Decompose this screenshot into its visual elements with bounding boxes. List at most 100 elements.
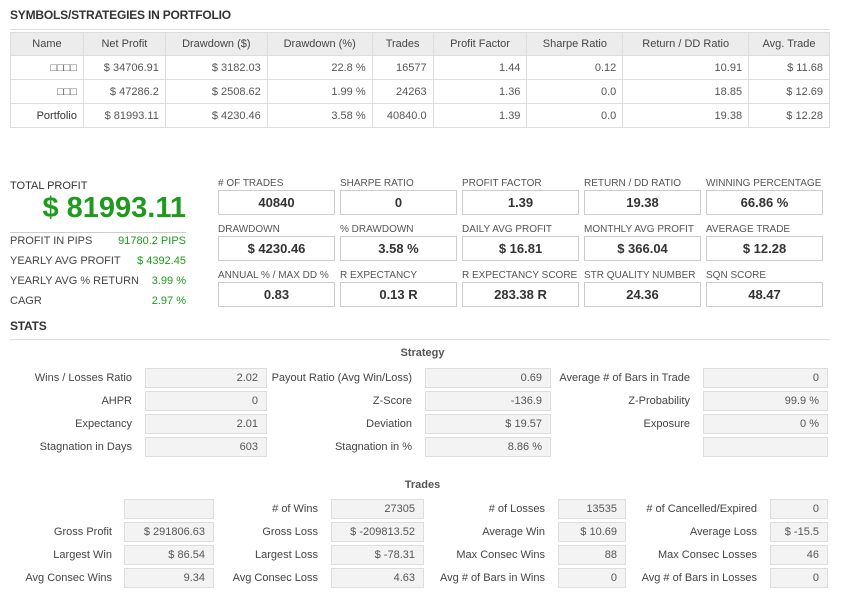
portfolio-title: SYMBOLS/STRATEGIES IN PORTFOLIO (10, 8, 231, 22)
stat-value: 0.69 (425, 368, 551, 388)
stat-label: YEARLY AVG % RETURN (10, 275, 139, 287)
metric-value: 24.36 (584, 282, 701, 307)
column-header: Return / DD Ratio (622, 32, 750, 56)
portfolio-table: Name Net Profit Drawdown ($) Drawdown (%) Tr… (10, 32, 830, 128)
metric-value: 283.38 R (462, 282, 579, 307)
stat-value: 0 (558, 568, 626, 588)
metric-value: $ 16.81 (462, 236, 579, 261)
table-cell: 19.38 (622, 103, 750, 128)
column-header: Name (10, 32, 84, 56)
metric-label: SHARPE RATIO (340, 178, 414, 189)
stat-value: $ -209813.52 (331, 522, 424, 542)
stat-value: $ -78.31 (331, 545, 424, 565)
metric-value: 19.38 (584, 190, 701, 215)
stat-value: 8.86 % (425, 437, 551, 457)
stat-value: 0 (770, 499, 828, 519)
metric-value: 0.83 (218, 282, 335, 307)
stat-label: Avg # of Bars in Wins (440, 572, 545, 584)
stat-label: Gross Profit (53, 526, 112, 538)
stat-value: -136.9 (425, 391, 551, 411)
stat-value (124, 499, 214, 519)
stat-value: 0 (145, 391, 267, 411)
stat-value: $ 4392.45 (137, 255, 186, 267)
metric-label: R EXPECTANCY SCORE (462, 270, 578, 281)
stat-value: 27305 (331, 499, 424, 519)
metric-value: 3.58 % (340, 236, 457, 261)
stat-value: 2.02 (145, 368, 267, 388)
column-header: Drawdown (%) (266, 32, 373, 56)
table-cell: 16577 (371, 55, 434, 80)
stat-value: $ 291806.63 (124, 522, 214, 542)
table-cell: 0.0 (526, 103, 624, 128)
stat-value: $ 86.54 (124, 545, 214, 565)
table-row: □□□□ $ 34706.91 $ 3182.03 22.8 % 16577 1.44 0.… (10, 55, 830, 80)
table-cell: $ 2508.62 (164, 79, 268, 104)
stat-value: 9.34 (124, 568, 214, 588)
stat-label: Average # of Bars in Trade (559, 372, 690, 384)
metric-label: R EXPECTANCY (340, 270, 418, 281)
stat-label: CAGR (10, 295, 42, 307)
metric-label: ANNUAL % / MAX DD % (218, 270, 329, 281)
table-cell: 1.99 % (266, 79, 373, 104)
stat-label: YEARLY AVG PROFIT (10, 255, 121, 267)
table-cell: $ 81993.11 (82, 103, 166, 128)
stat-value: 99.9 % (703, 391, 828, 411)
stat-value: 46 (770, 545, 828, 565)
column-header: Sharpe Ratio (526, 32, 624, 56)
table-cell: 40840.0 (371, 103, 434, 128)
metric-value: 66.86 % (706, 190, 823, 215)
table-cell: 24263 (371, 79, 434, 104)
strategy-heading: Strategy (400, 347, 445, 359)
stat-label: Average Loss (689, 526, 757, 538)
stat-label: Z-Probability (628, 395, 690, 407)
stat-value: 4.63 (331, 568, 424, 588)
stat-value: 0 % (703, 414, 828, 434)
column-header: Profit Factor (432, 32, 528, 56)
trades-heading: Trades (404, 479, 441, 491)
stat-label: Avg Consec Loss (232, 572, 318, 584)
stat-label: Largest Loss (255, 549, 318, 561)
column-header: Trades (371, 32, 434, 56)
table-cell: $ 47286.2 (82, 79, 166, 104)
divider (10, 29, 830, 30)
stat-label: Average Win (482, 526, 545, 538)
stat-label: # of Wins (272, 503, 318, 515)
profit-stat: YEARLY AVG % RETURN 3.99 % (10, 275, 186, 287)
divider (10, 232, 186, 233)
metric-label: DRAWDOWN (218, 224, 280, 235)
table-cell: 3.58 % (266, 103, 373, 128)
table-cell: $ 4230.46 (164, 103, 268, 128)
stat-value: 13535 (558, 499, 626, 519)
table-cell: $ 34706.91 (82, 55, 166, 80)
stat-value: $ -15.5 (770, 522, 828, 542)
stat-value: 0 (770, 568, 828, 588)
metric-value: 1.39 (462, 190, 579, 215)
table-cell: 10.91 (622, 55, 750, 80)
stat-label: Payout Ratio (Avg Win/Loss) (271, 372, 412, 384)
stat-label: Max Consec Losses (657, 549, 757, 561)
metric-label: # OF TRADES (218, 178, 284, 189)
table-cell: $ 12.28 (748, 103, 830, 128)
stat-label: PROFIT IN PIPS (10, 235, 93, 247)
stat-label: Stagnation in % (334, 441, 412, 453)
row-name: Portfolio (10, 103, 84, 128)
metric-value: 0 (340, 190, 457, 215)
metric-label: AVERAGE TRADE (706, 224, 791, 235)
stat-value: 2.01 (145, 414, 267, 434)
table-cell: 1.39 (432, 103, 528, 128)
stat-label: Max Consec Wins (456, 549, 545, 561)
stat-label: Largest Win (53, 549, 112, 561)
stat-value: 0 (703, 368, 828, 388)
row-name: □□□□ (10, 55, 84, 80)
row-name: □□□ (10, 79, 84, 104)
divider (10, 339, 830, 340)
table-cell: 1.44 (432, 55, 528, 80)
metric-value: $ 366.04 (584, 236, 701, 261)
table-cell: 0.0 (526, 79, 624, 104)
column-header: Net Profit (82, 32, 166, 56)
table-cell: 18.85 (622, 79, 750, 104)
stat-value: $ 19.57 (425, 414, 551, 434)
table-cell: 0.12 (526, 55, 624, 80)
stat-value: 2.97 % (151, 295, 186, 307)
total-profit-value: $ 81993.11 (42, 192, 186, 224)
